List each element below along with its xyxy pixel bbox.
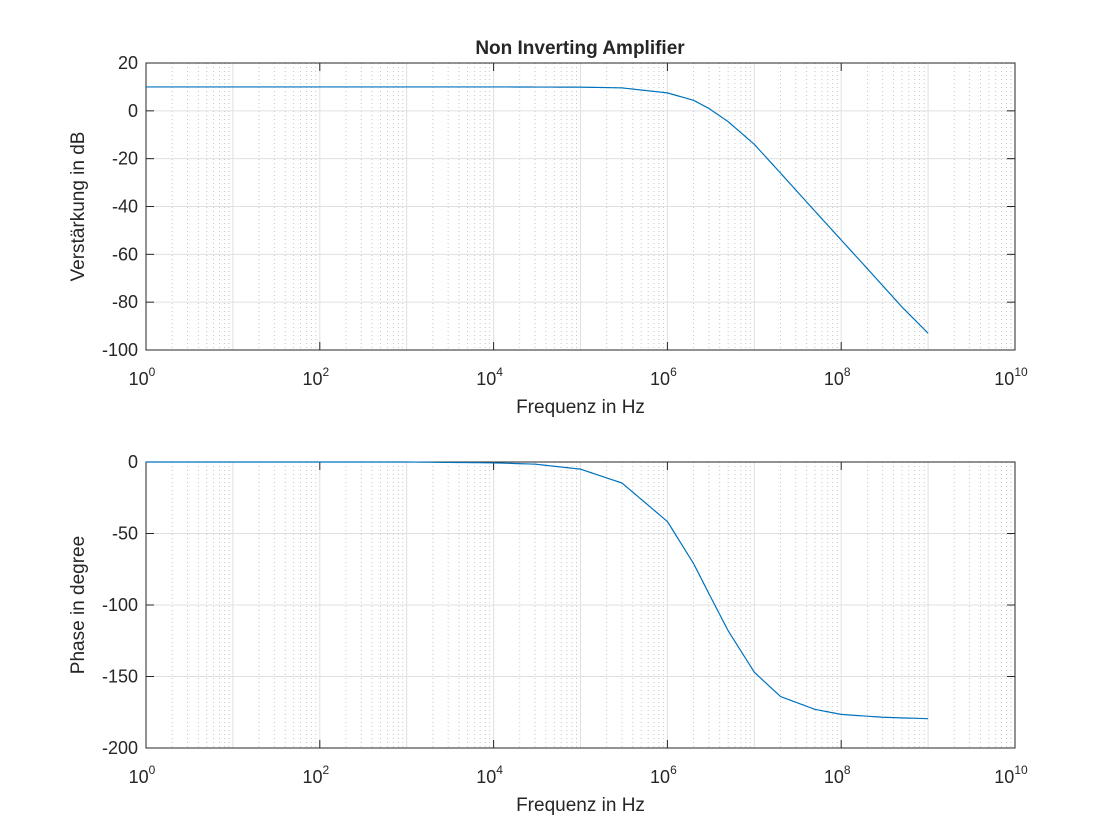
x-tick-label: 106 <box>650 365 677 389</box>
y-tick-label: -100 <box>102 340 138 360</box>
x-tick-label: 100 <box>129 763 156 787</box>
phase-series-line <box>146 461 929 720</box>
phase-major-grid <box>146 462 1015 748</box>
x-tick-label: 108 <box>824 365 851 389</box>
y-tick-label: -40 <box>112 197 138 217</box>
x-tick-label: 106 <box>650 763 677 787</box>
x-axis-label: Frequenz in Hz <box>516 795 645 816</box>
phase-plot: 100 102 104 106 108 1010 0 -50 -100 -150 -200 Frequ… <box>68 452 1028 816</box>
y-tick-label: -150 <box>102 667 138 687</box>
y-axis-label: Verstärkung in dB <box>68 132 89 282</box>
chart-title: Non Inverting Amplifier <box>475 38 685 59</box>
y-tick-label: -80 <box>112 292 138 312</box>
y-tick-label: -50 <box>112 524 138 544</box>
x-tick-label: 102 <box>302 763 329 787</box>
y-axis-label: Phase in degree <box>68 536 89 674</box>
x-tick-label: 102 <box>302 365 329 389</box>
y-tick-label: -200 <box>102 738 138 758</box>
x-tick-label: 104 <box>476 763 503 787</box>
gain-series-line <box>146 86 929 334</box>
gain-plot: 100 102 104 106 108 1010 20 0 -20 -40 -60 -80 -100 Fr… <box>68 53 1028 418</box>
x-tick-label: 104 <box>476 365 503 389</box>
x-axis-label: Frequenz in Hz <box>516 397 645 418</box>
x-tick-label: 1010 <box>994 365 1028 389</box>
y-tick-label: 20 <box>118 53 138 73</box>
x-tick-label: 108 <box>824 763 851 787</box>
y-tick-label: 0 <box>128 101 138 121</box>
y-tick-label: -100 <box>102 595 138 615</box>
y-tick-label: 0 <box>128 452 138 472</box>
y-tick-label: -20 <box>112 149 138 169</box>
y-tick-label: -60 <box>112 244 138 264</box>
x-tick-label: 1010 <box>994 763 1028 787</box>
x-tick-label: 100 <box>129 365 156 389</box>
gain-major-grid <box>146 63 1015 350</box>
